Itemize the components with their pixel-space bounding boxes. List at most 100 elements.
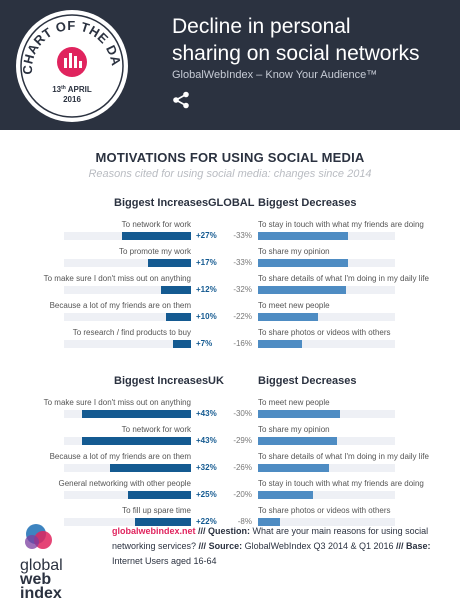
globalwebindex-logo: global web index xyxy=(19,524,63,600)
decrease-value: -16% xyxy=(233,339,252,348)
increase-value: +32% xyxy=(196,463,217,472)
decrease-heading: Biggest Decreases xyxy=(258,375,357,387)
increase-bar xyxy=(160,286,191,294)
question-label: Question: xyxy=(208,526,251,536)
increase-label: Because a lot of my friends are on them xyxy=(49,301,191,310)
decrease-bar xyxy=(258,410,341,418)
title-line-2: sharing on social networks xyxy=(172,42,420,65)
badge-date-month: APRIL xyxy=(68,85,92,94)
footer-sep-1: /// xyxy=(195,526,209,536)
decrease-value: -20% xyxy=(233,490,252,499)
section-subtitle: Reasons cited for using social media: ch… xyxy=(88,168,372,180)
decrease-value: -29% xyxy=(233,436,252,445)
increase-bar xyxy=(122,232,191,240)
badge-year: 2016 xyxy=(63,95,81,104)
decrease-label: To meet new people xyxy=(258,301,330,310)
chart-uk: Biggest Increases UK Biggest Decreases To m… xyxy=(0,375,460,550)
increase-heading: Biggest Increases xyxy=(114,375,209,387)
decrease-track xyxy=(258,340,395,348)
increase-heading: Biggest Increases xyxy=(114,197,209,209)
increase-value: +22% xyxy=(196,517,217,526)
increase-value: +10% xyxy=(196,312,217,321)
increase-label: To make sure I don't miss out on anythin… xyxy=(43,398,191,407)
title-line-1: Decline in personal xyxy=(172,15,351,38)
decrease-bar xyxy=(258,313,319,321)
increase-track xyxy=(64,286,191,294)
footer-link[interactable]: globalwebindex.net xyxy=(112,526,196,536)
logo-line-3: index xyxy=(20,585,62,600)
decrease-label: To stay in touch with what my friends ar… xyxy=(258,479,424,488)
source-label: Source: xyxy=(208,541,243,551)
increase-label: To fill up spare time xyxy=(122,506,191,515)
decrease-value: -33% xyxy=(233,258,252,267)
logo-line-2: web xyxy=(19,571,51,588)
increase-bar xyxy=(135,518,191,526)
increase-track xyxy=(64,518,191,526)
decrease-label: To stay in touch with what my friends ar… xyxy=(258,220,424,229)
decrease-value: -26% xyxy=(233,463,252,472)
decrease-bar xyxy=(258,491,313,499)
badge-date-suffix: th xyxy=(61,85,66,91)
decrease-track xyxy=(258,491,395,499)
share-icon[interactable] xyxy=(172,91,190,109)
increase-label: Because a lot of my friends are on them xyxy=(49,452,191,461)
increase-track xyxy=(64,313,191,321)
question-text: What are your main reasons for using soc… xyxy=(112,526,429,551)
increase-bar xyxy=(173,340,191,348)
increase-bar xyxy=(127,491,191,499)
logo-line-1: global xyxy=(20,557,63,574)
increase-label: General networking with other people xyxy=(58,479,191,488)
footer-sep-2: /// xyxy=(196,541,209,551)
region-label: UK xyxy=(208,375,224,387)
decrease-value: -22% xyxy=(233,312,252,321)
increase-bar xyxy=(165,313,191,321)
badge-date-day: 13 xyxy=(52,85,61,94)
page-subtitle: GlobalWebIndex – Know Your Audience™ xyxy=(172,69,378,81)
decrease-bar xyxy=(258,232,349,240)
increase-bar xyxy=(81,437,191,445)
decrease-track xyxy=(258,313,395,321)
increase-label: To make sure I don't miss out on anythin… xyxy=(43,274,191,283)
decrease-label: To share my opinion xyxy=(258,247,330,256)
section-title: MOTIVATIONS FOR USING SOCIAL MEDIA xyxy=(95,150,365,165)
increase-track xyxy=(64,259,191,267)
decrease-label: To share photos or videos with others xyxy=(258,506,391,515)
increase-label: To promote my work xyxy=(118,247,191,256)
decrease-bar xyxy=(258,340,302,348)
increase-value: +27% xyxy=(196,231,217,240)
increase-value: +17% xyxy=(196,258,217,267)
source-text: GlobalWebIndex Q3 2014 & Q1 2016 xyxy=(242,541,394,551)
decrease-bar xyxy=(258,464,330,472)
increase-value: +43% xyxy=(196,436,217,445)
chart-of-the-day-badge: CHART OF THE DAY 13th APRIL 2016 xyxy=(14,8,128,122)
header-banner: CHART OF THE DAY 13th APRIL 2016 Decline… xyxy=(0,0,460,130)
decrease-label: To share details of what I'm doing in my… xyxy=(258,452,429,461)
footer-sep-3: /// xyxy=(393,541,407,551)
decrease-bar xyxy=(258,437,338,445)
increase-bar xyxy=(81,410,191,418)
svg-text:13th APRIL: 13th APRIL xyxy=(52,85,92,94)
decrease-value: -8% xyxy=(237,517,252,526)
base-label: Base: xyxy=(406,541,431,551)
decrease-bar xyxy=(258,518,280,526)
increase-value: +43% xyxy=(196,409,217,418)
decrease-label: To meet new people xyxy=(258,398,330,407)
increase-label: To network for work xyxy=(121,425,191,434)
region-label: GLOBAL xyxy=(208,197,255,209)
increase-value: +25% xyxy=(196,490,217,499)
increase-value: +7% xyxy=(196,339,213,348)
footer-notes: globalwebindex.net /// Question: What ar… xyxy=(112,524,452,569)
decrease-track xyxy=(258,518,395,526)
increase-bar xyxy=(147,259,191,267)
increase-track xyxy=(64,340,191,348)
base-text: Internet Users aged 16-64 xyxy=(112,556,217,566)
decrease-value: -30% xyxy=(233,409,252,418)
decrease-label: To share photos or videos with others xyxy=(258,328,391,337)
page-title: Decline in personal sharing on social ne… xyxy=(172,13,452,67)
increase-bar xyxy=(109,464,191,472)
decrease-bar xyxy=(258,286,346,294)
chart-global: Biggest Increases GLOBAL Biggest Decreases… xyxy=(0,197,460,372)
decrease-value: -32% xyxy=(233,285,252,294)
decrease-heading: Biggest Decreases xyxy=(258,197,357,209)
increase-label: To network for work xyxy=(121,220,191,229)
